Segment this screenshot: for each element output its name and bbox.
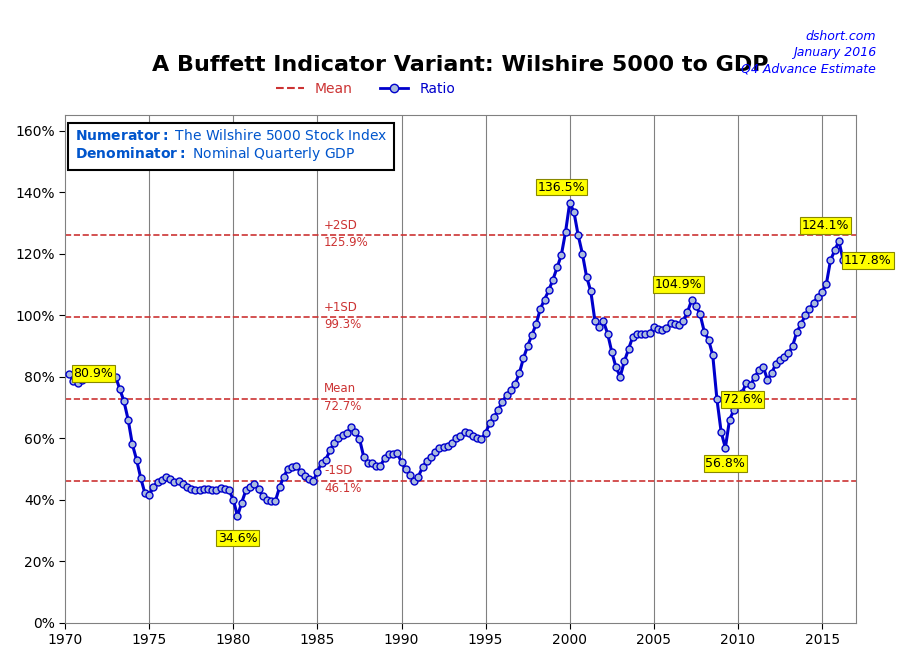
Text: 104.9%: 104.9% — [655, 278, 702, 291]
Text: 80.9%: 80.9% — [74, 367, 114, 380]
Text: 125.9%: 125.9% — [324, 236, 369, 250]
Text: January 2016: January 2016 — [793, 46, 876, 60]
Text: $\bf{Numerator:}$ The Wilshire 5000 Stock Index
$\bf{Denominator:}$ Nominal Quar: $\bf{Numerator:}$ The Wilshire 5000 Stoc… — [74, 128, 387, 164]
Text: 34.6%: 34.6% — [218, 532, 257, 545]
Text: 99.3%: 99.3% — [324, 318, 361, 331]
Text: Q4 Advance Estimate: Q4 Advance Estimate — [741, 63, 876, 76]
Text: dshort.com: dshort.com — [805, 30, 876, 43]
Legend: Mean, Ratio: Mean, Ratio — [271, 76, 460, 101]
Text: 46.1%: 46.1% — [324, 482, 361, 495]
Text: Mean: Mean — [324, 383, 356, 395]
Text: 72.6%: 72.6% — [723, 393, 763, 406]
Text: 136.5%: 136.5% — [538, 181, 585, 193]
Text: 72.7%: 72.7% — [324, 400, 361, 413]
Text: 56.8%: 56.8% — [706, 457, 745, 470]
Title: A Buffett Indicator Variant: Wilshire 5000 to GDP: A Buffett Indicator Variant: Wilshire 50… — [153, 55, 769, 75]
Text: -1SD: -1SD — [324, 464, 352, 477]
Text: +1SD: +1SD — [324, 301, 358, 314]
Text: 124.1%: 124.1% — [802, 218, 849, 232]
Text: +2SD: +2SD — [324, 218, 358, 232]
Text: 117.8%: 117.8% — [844, 254, 892, 267]
